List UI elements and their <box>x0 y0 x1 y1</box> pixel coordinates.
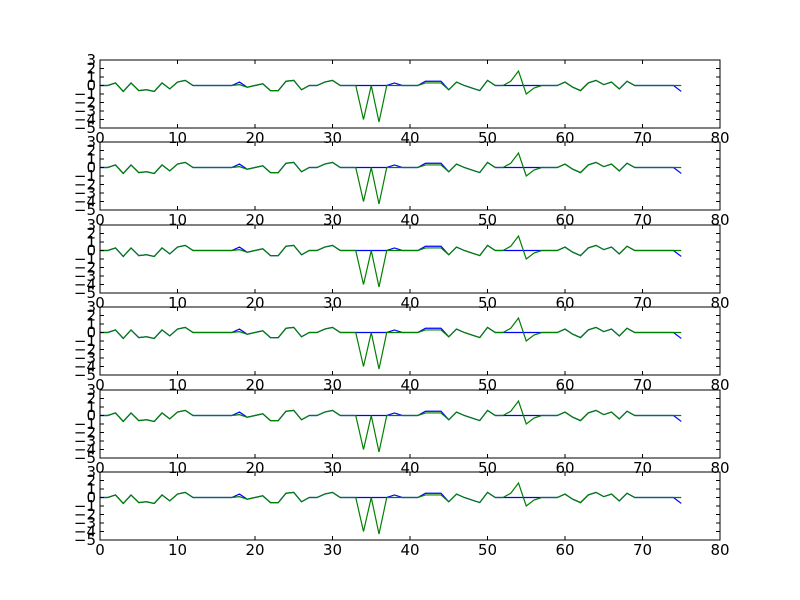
y-tick-label: −5 <box>74 201 96 219</box>
y-tick-label: 1 <box>86 150 96 168</box>
y-tick-label: −1 <box>74 250 96 268</box>
series-line-green <box>100 234 682 288</box>
y-tick-label: 3 <box>86 298 96 316</box>
series-group <box>100 151 682 205</box>
series-line-green <box>100 151 682 205</box>
y-tick-label: 0 <box>86 77 96 95</box>
y-tick-label: −5 <box>74 119 96 137</box>
series-line-green <box>100 481 682 535</box>
x-tick-label: 0 <box>95 541 105 559</box>
y-tick-label: −4 <box>74 523 96 541</box>
y-tick-label: −3 <box>74 102 96 120</box>
y-tick-label: 2 <box>86 307 96 325</box>
y-tick-label: −4 <box>74 193 96 211</box>
series-group <box>100 481 682 535</box>
y-tick-label: −4 <box>74 441 96 459</box>
y-tick-label: 0 <box>86 489 96 507</box>
x-tick-label: 60 <box>555 541 574 559</box>
y-tick-label: −4 <box>74 276 96 294</box>
y-tick-label: 3 <box>86 216 96 234</box>
y-tick-label: −3 <box>74 514 96 532</box>
x-tick-label: 30 <box>323 541 342 559</box>
y-tick-label: 0 <box>86 159 96 177</box>
y-tick-label: 1 <box>86 68 96 86</box>
y-tick-label: 2 <box>86 472 96 490</box>
series-group <box>100 69 682 123</box>
y-tick-label: 2 <box>86 390 96 408</box>
series-group <box>100 234 682 288</box>
x-tick-label: 0 <box>95 459 105 477</box>
y-tick-label: −5 <box>74 449 96 467</box>
y-tick-label: 2 <box>86 225 96 243</box>
y-tick-label: −2 <box>74 424 96 442</box>
x-tick-label: 0 <box>95 376 105 394</box>
y-tick-label: 3 <box>86 51 96 69</box>
y-tick-label: −2 <box>74 341 96 359</box>
x-tick-label: 0 <box>95 294 105 312</box>
y-tick-label: 0 <box>86 324 96 342</box>
x-tick-label: 70 <box>633 541 652 559</box>
y-tick-label: −1 <box>74 167 96 185</box>
y-tick-label: 1 <box>86 398 96 416</box>
y-tick-label: 1 <box>86 233 96 251</box>
y-tick-label: 3 <box>86 133 96 151</box>
y-tick-label: 1 <box>86 315 96 333</box>
series-group <box>100 399 682 453</box>
y-tick-label: 3 <box>86 463 96 481</box>
y-tick-label: −2 <box>74 259 96 277</box>
y-tick-label: 3 <box>86 381 96 399</box>
x-tick-label: 10 <box>168 541 187 559</box>
y-tick-label: 0 <box>86 242 96 260</box>
y-tick-label: −3 <box>74 184 96 202</box>
y-tick-label: −3 <box>74 432 96 450</box>
x-tick-label: 50 <box>478 541 497 559</box>
y-tick-label: −4 <box>74 111 96 129</box>
y-tick-label: −1 <box>74 415 96 433</box>
x-tick-label: 0 <box>95 211 105 229</box>
y-tick-label: 2 <box>86 60 96 78</box>
y-tick-label: −2 <box>74 176 96 194</box>
y-tick-label: −5 <box>74 284 96 302</box>
y-tick-label: −5 <box>74 366 96 384</box>
y-tick-label: −1 <box>74 85 96 103</box>
y-tick-label: −5 <box>74 531 96 549</box>
y-tick-label: 0 <box>86 407 96 425</box>
y-tick-label: −4 <box>74 358 96 376</box>
series-line-green <box>100 399 682 453</box>
x-tick-label: 0 <box>95 129 105 147</box>
y-tick-label: −2 <box>74 94 96 112</box>
series-group <box>100 316 682 370</box>
y-tick-label: −1 <box>74 332 96 350</box>
x-tick-label: 80 <box>710 541 729 559</box>
y-tick-label: −3 <box>74 267 96 285</box>
y-tick-label: −1 <box>74 497 96 515</box>
y-tick-label: 2 <box>86 142 96 160</box>
series-line-green <box>100 316 682 370</box>
y-tick-label: −2 <box>74 506 96 524</box>
series-line-green <box>100 69 682 123</box>
y-tick-label: 1 <box>86 480 96 498</box>
x-tick-label: 40 <box>400 541 419 559</box>
y-tick-label: −3 <box>74 349 96 367</box>
x-tick-label: 20 <box>245 541 264 559</box>
